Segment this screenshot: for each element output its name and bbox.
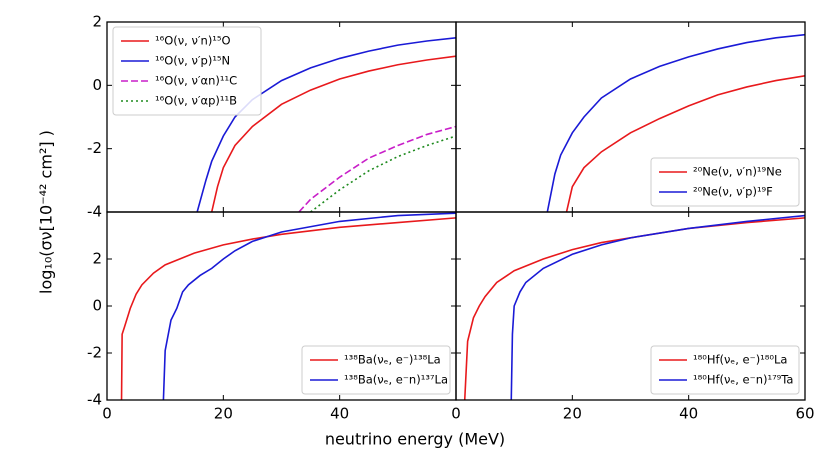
- legend-label: ¹⁶O(ν, ν′p)¹⁵N: [155, 54, 230, 68]
- series-line: [196, 37, 456, 212]
- y-tick-label: -4: [87, 391, 102, 409]
- y-axis-label: log₁₀(σν[10⁻⁴² cm²] ): [37, 130, 56, 294]
- y-tick-label: 2: [92, 250, 102, 268]
- y-tick-label: -2: [87, 139, 102, 157]
- y-tick-label: -2: [87, 344, 102, 362]
- y-tick-label: 2: [92, 13, 102, 31]
- legend-box: [301, 345, 451, 395]
- legend-label: ¹⁸⁰Hf(νₑ, e⁻n)¹⁷⁹Ta: [693, 373, 793, 387]
- legend-box: [112, 26, 262, 116]
- legend-box: [650, 345, 800, 395]
- series-line: [298, 125, 456, 212]
- series-line: [310, 135, 456, 212]
- series-line: [120, 217, 456, 400]
- legend-label: ²⁰Ne(ν, ν′n)¹⁹Ne: [693, 165, 782, 179]
- legend-label: ¹³⁸Ba(νₑ, e⁻)¹³⁸La: [344, 353, 441, 367]
- x-tick-label: 20: [563, 405, 582, 423]
- series-line: [510, 214, 805, 400]
- series-line: [546, 33, 805, 212]
- series-line: [210, 55, 456, 212]
- x-tick-label: 20: [214, 405, 233, 423]
- x-tick-label: 0: [102, 405, 112, 423]
- legend-label: ²⁰Ne(ν, ν′p)¹⁹F: [693, 185, 773, 199]
- x-tick-label: 40: [679, 405, 698, 423]
- series-line: [565, 75, 805, 212]
- x-axis-label: neutrino energy (MeV): [325, 430, 505, 449]
- legend-label: ¹⁶O(ν, ν′n)¹⁵O: [155, 34, 231, 48]
- legend-label: ¹⁶O(ν, ν′αn)¹¹C: [155, 74, 237, 88]
- y-tick-label: 0: [92, 76, 102, 94]
- x-tick-label: 60: [795, 405, 814, 423]
- x-tick-label: 40: [330, 405, 349, 423]
- x-tick-label: 0: [451, 405, 461, 423]
- legend-label: ¹⁸⁰Hf(νₑ, e⁻)¹⁸⁰La: [693, 353, 787, 367]
- series-line: [162, 212, 456, 400]
- legend-label: ¹⁶O(ν, ν′αp)¹¹B: [155, 94, 237, 108]
- y-tick-label: 0: [92, 297, 102, 315]
- legend-box: [650, 157, 800, 207]
- y-tick-label: -4: [87, 203, 102, 221]
- legend-label: ¹³⁸Ba(νₑ, e⁻n)¹³⁷La: [344, 373, 448, 387]
